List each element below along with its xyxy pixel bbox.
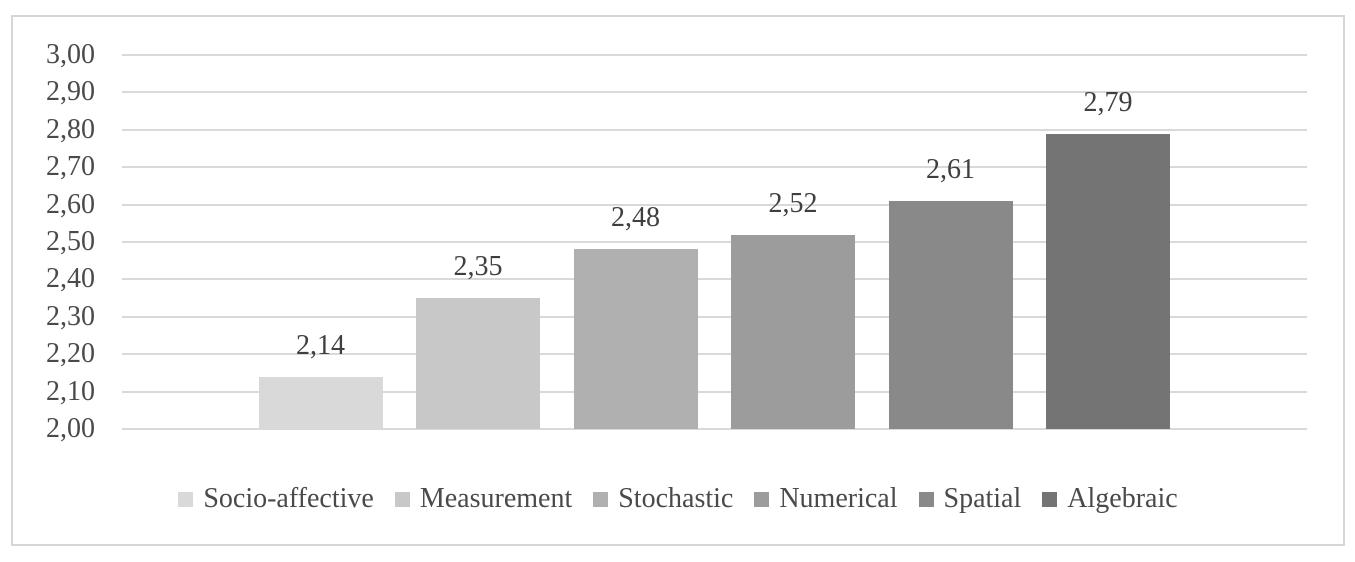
bar-value-label-measurement: 2,35 xyxy=(453,251,503,283)
gridline xyxy=(122,166,1307,169)
bar-numerical xyxy=(731,234,855,429)
y-tick-label: 2,30 xyxy=(46,300,95,332)
bar-socio-affective xyxy=(258,376,383,429)
legend-swatch-numerical-icon xyxy=(754,491,770,507)
legend-item-socio-affective: Socio-affective xyxy=(178,482,374,516)
legend-label-spatial: Spatial xyxy=(943,483,1022,514)
y-tick-label: 2,40 xyxy=(46,263,95,295)
bar-value-label-algebraic: 2,79 xyxy=(1083,86,1133,118)
y-tick-label: 2,50 xyxy=(46,226,95,257)
y-tick-label: 2,00 xyxy=(46,413,95,444)
bar-stochastic xyxy=(573,249,698,429)
legend-label-numerical: Numerical xyxy=(779,483,898,514)
legend-item-algebraic: Algebraic xyxy=(1042,482,1178,516)
y-tick-label: 2,90 xyxy=(46,76,95,108)
legend-swatch-spatial-icon xyxy=(918,491,934,507)
gridline xyxy=(122,128,1307,131)
gridline xyxy=(122,54,1307,56)
legend: Socio-affective Measurement Stochastic Nume… xyxy=(13,479,1343,519)
y-tick-label: 2,70 xyxy=(46,151,95,183)
gridline xyxy=(122,91,1307,94)
gridline xyxy=(122,278,1307,281)
legend-swatch-socio-affective-icon xyxy=(178,491,194,507)
legend-swatch-stochastic-icon xyxy=(593,491,609,507)
legend-swatch-algebraic-icon xyxy=(1042,491,1058,507)
gridline xyxy=(122,203,1307,206)
y-tick-label: 2,60 xyxy=(46,188,95,220)
y-tick-label: 2,10 xyxy=(46,375,95,407)
legend-item-stochastic: Stochastic xyxy=(593,482,733,516)
bar-value-label-numerical: 2,52 xyxy=(768,187,818,219)
bar-spatial xyxy=(888,200,1013,429)
plot-area: 2,14 2,35 2,48 2,52 2,61 2,79 xyxy=(122,54,1307,430)
bar-value-label-spatial: 2,61 xyxy=(926,153,975,185)
y-tick-label: 2,20 xyxy=(46,338,95,370)
legend-label-algebraic: Algebraic xyxy=(1067,483,1178,514)
bar-value-label-stochastic: 2,48 xyxy=(611,202,660,234)
legend-item-spatial: Spatial xyxy=(918,482,1022,516)
legend-item-numerical: Numerical xyxy=(754,482,898,516)
legend-item-measurement: Measurement xyxy=(394,482,573,516)
y-tick-label: 2,80 xyxy=(46,113,95,145)
legend-label-socio-affective: Socio-affective xyxy=(203,483,374,514)
gridline xyxy=(122,315,1307,318)
bar-algebraic xyxy=(1046,133,1170,429)
legend-label-measurement: Measurement xyxy=(419,483,573,514)
gridline xyxy=(122,353,1307,356)
legend-label-stochastic: Stochastic xyxy=(618,483,734,514)
gridline xyxy=(122,241,1307,243)
gridline xyxy=(122,428,1307,430)
gridline xyxy=(122,390,1307,393)
bar-measurement xyxy=(416,298,540,429)
chart-frame: 2,14 2,35 2,48 2,52 2,61 2,79 Socio-affective… xyxy=(11,15,1345,546)
legend-swatch-measurement-icon xyxy=(394,491,410,507)
bar-value-label-socio-affective: 2,14 xyxy=(296,329,345,361)
y-tick-label: 3,00 xyxy=(46,39,95,70)
